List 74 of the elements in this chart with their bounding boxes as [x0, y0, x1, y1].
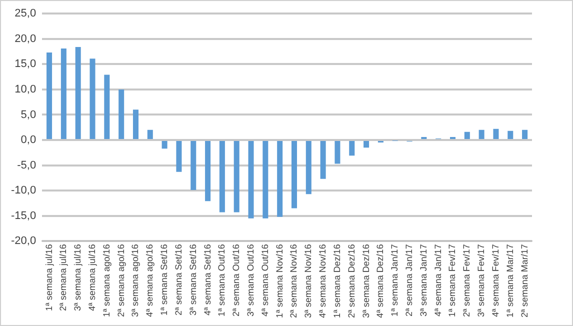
bar	[176, 141, 182, 172]
bar	[205, 141, 211, 202]
y-tick-label: -5,0	[17, 159, 36, 172]
y-tick-label: -10,0	[10, 184, 36, 197]
bar	[334, 141, 340, 164]
x-tick-label: 4ª semana Dez/16	[375, 244, 386, 318]
bar	[320, 141, 326, 179]
bar	[118, 89, 124, 140]
x-tick-label: 2ª semana Dez/16	[346, 244, 356, 318]
x-tick-label: 4ª semana Fev/17	[490, 244, 500, 318]
bar	[262, 141, 268, 218]
bar	[147, 130, 153, 140]
x-tick-label: 1ª semana jul/16	[44, 244, 54, 312]
y-tick-label: -15,0	[10, 210, 36, 222]
x-tick-label: 3ª semana jul/16	[72, 244, 83, 312]
x-tick-label: 3ª semana ago/16	[130, 244, 140, 318]
x-tick-label: 3ª semana Set/16	[188, 244, 198, 316]
x-tick-label: 3ª semana Jan/17	[418, 244, 428, 317]
bar	[450, 136, 456, 140]
x-tick-label: 2ª semana Fev/17	[462, 244, 472, 318]
y-tick-label: 15,0	[14, 58, 36, 70]
bar	[277, 141, 283, 217]
bar	[132, 110, 138, 140]
y-tick-label: -20,0	[10, 235, 36, 248]
bar	[248, 141, 254, 218]
bar	[364, 141, 370, 148]
x-tick-label: 4ª semana Nov/16	[318, 244, 328, 318]
x-tick-label: 3ª semana Out/16	[245, 244, 256, 317]
x-tick-label: 1ª semana Fev/17	[447, 244, 458, 318]
x-tick-label: 2ª semana Nov/16	[288, 244, 299, 318]
bar	[60, 48, 66, 140]
x-tick-label: 2ª semana Jan/17	[404, 244, 414, 317]
x-tick-label: 2ª semana Out/16	[231, 244, 242, 317]
bar	[508, 130, 514, 140]
x-tick-label: 1ª semana Set/16	[159, 244, 170, 316]
x-tick-label: 2ª semana Set/16	[173, 244, 184, 316]
bar	[90, 58, 96, 140]
bar	[421, 136, 427, 140]
x-tick-label: 2ª semana Mar/17	[519, 244, 530, 318]
bar	[478, 130, 484, 140]
bar	[219, 141, 225, 212]
bar	[291, 141, 297, 208]
bar	[464, 132, 470, 140]
x-tick-label: 1ª semana Nov/16	[274, 244, 284, 318]
bar	[46, 52, 52, 140]
x-tick-label: 4ª semana Jan/17	[432, 244, 443, 317]
x-tick-label: 4ª semana Out/16	[260, 244, 270, 317]
x-tick-label: 1ª semana Dez/16	[332, 244, 342, 318]
bar	[234, 141, 240, 212]
y-tick-label: 25,0	[14, 8, 36, 20]
x-tick-label: 3ª semana Dez/16	[360, 244, 371, 318]
bar	[522, 130, 528, 140]
x-tick-label: 4ª semana jul/16	[86, 244, 97, 312]
x-tick-label: 1ª semana ago/16	[101, 244, 112, 318]
y-tick-label: 0,0	[20, 134, 36, 146]
bar	[349, 141, 355, 156]
x-tick-label: 2ª semana jul/16	[58, 244, 68, 312]
bar	[190, 141, 196, 190]
y-tick-label: 10,0	[14, 83, 36, 96]
bar	[306, 141, 312, 194]
x-tick-label: 1ª semana Mar/17	[504, 244, 515, 318]
bar	[75, 46, 81, 140]
bar	[493, 128, 499, 140]
x-tick-label: 2ª semana ago/16	[116, 244, 126, 318]
x-tick-label: 1ª semana Jan/17	[390, 244, 400, 317]
x-tick-label: 3ª semana Nov/16	[303, 244, 314, 318]
bar	[162, 141, 168, 149]
y-tick-label: 5,0	[20, 108, 36, 121]
x-tick-label: 1ª semana Out/16	[216, 244, 227, 317]
y-tick-label: 20,0	[14, 32, 36, 45]
x-tick-label: 3ª semana Fev/17	[476, 244, 486, 318]
x-tick-label: 4ª semana Set/16	[202, 244, 212, 316]
bar	[104, 74, 110, 140]
x-tick-label: 4ª semana ago/16	[144, 244, 155, 318]
